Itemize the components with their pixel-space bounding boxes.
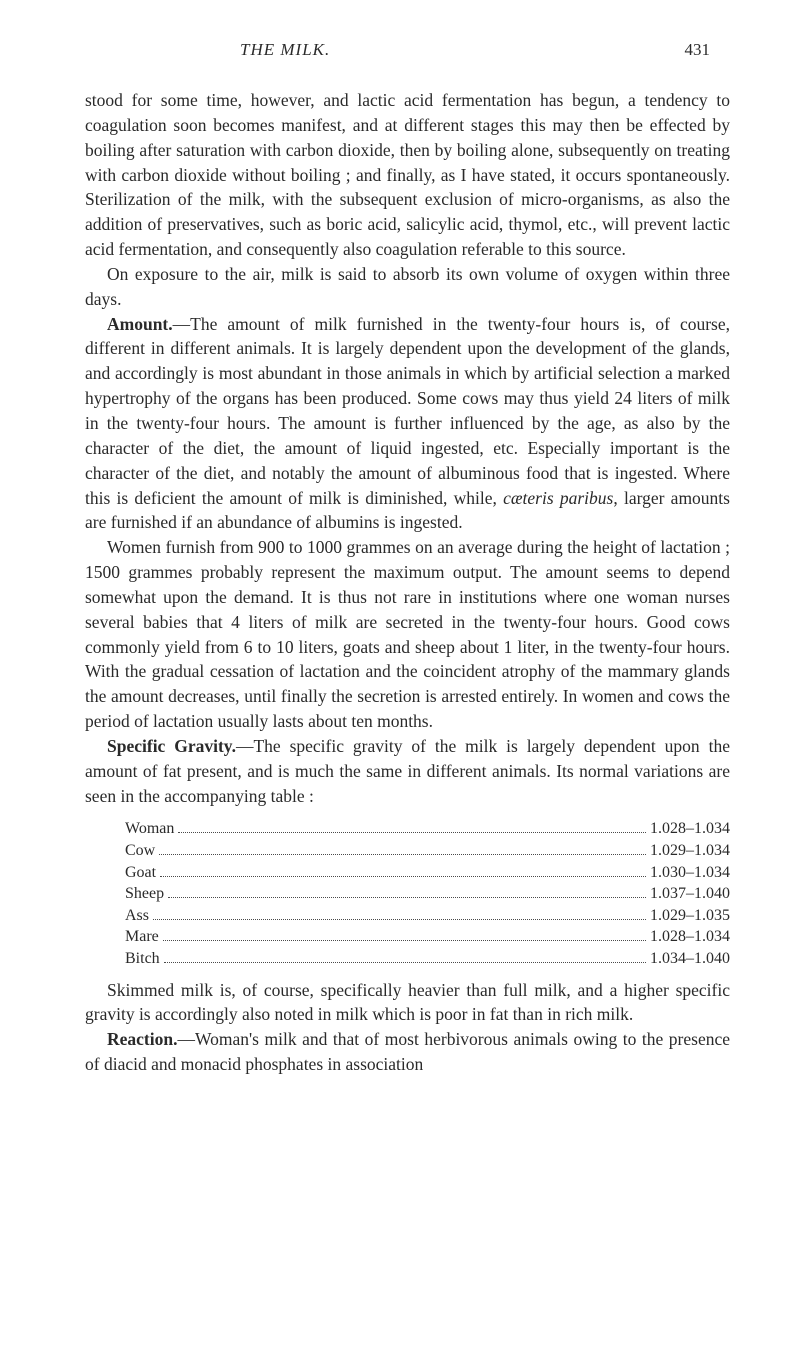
table-label: Goat xyxy=(125,862,156,884)
paragraph-2: On exposure to the air, milk is said to … xyxy=(85,262,730,312)
paragraph-1: stood for some time, however, and lactic… xyxy=(85,88,730,262)
table-value: 1.029–1.034 xyxy=(650,840,730,862)
running-title: THE MILK. xyxy=(240,40,330,60)
table-row: Goat 1.030–1.034 xyxy=(125,862,730,884)
table-value: 1.037–1.040 xyxy=(650,883,730,905)
table-label: Woman xyxy=(125,818,174,840)
body-text: stood for some time, however, and lactic… xyxy=(85,88,730,1077)
paragraph-3-text: —The amount of milk furnished in the twe… xyxy=(85,314,730,508)
table-value: 1.028–1.034 xyxy=(650,926,730,948)
table-label: Bitch xyxy=(125,948,160,970)
reaction-heading: Reaction. xyxy=(107,1029,177,1049)
table-row: Mare 1.028–1.034 xyxy=(125,926,730,948)
table-label: Mare xyxy=(125,926,159,948)
paragraph-5: Specific Gravity.—The specific gravity o… xyxy=(85,734,730,809)
table-dots xyxy=(160,876,646,877)
table-value: 1.030–1.034 xyxy=(650,862,730,884)
table-value: 1.028–1.034 xyxy=(650,818,730,840)
paragraph-7: Reaction.—Woman's milk and that of most … xyxy=(85,1027,730,1077)
table-dots xyxy=(178,832,646,833)
table-dots xyxy=(159,854,646,855)
table-row: Ass 1.029–1.035 xyxy=(125,905,730,927)
table-label: Sheep xyxy=(125,883,164,905)
specific-gravity-heading: Specific Gravity. xyxy=(107,736,236,756)
amount-heading: Amount. xyxy=(107,314,173,334)
table-row: Bitch 1.034–1.040 xyxy=(125,948,730,970)
page-header: THE MILK. 431 xyxy=(85,40,730,60)
table-dots xyxy=(168,897,646,898)
table-dots xyxy=(153,919,646,920)
table-row: Woman 1.028–1.034 xyxy=(125,818,730,840)
table-value: 1.029–1.035 xyxy=(650,905,730,927)
paragraph-4: Women furnish from 900 to 1000 grammes o… xyxy=(85,535,730,734)
paragraph-7-text: —Woman's milk and that of most herbivoro… xyxy=(85,1029,730,1074)
table-row: Sheep 1.037–1.040 xyxy=(125,883,730,905)
table-label: Cow xyxy=(125,840,155,862)
paragraph-3: Amount.—The amount of milk furnished in … xyxy=(85,312,730,536)
page-number: 431 xyxy=(685,40,711,60)
gravity-table: Woman 1.028–1.034 Cow 1.029–1.034 Goat 1… xyxy=(125,818,730,969)
table-dots xyxy=(164,962,646,963)
caeteris-paribus: cæteris paribus xyxy=(503,488,613,508)
table-value: 1.034–1.040 xyxy=(650,948,730,970)
table-row: Cow 1.029–1.034 xyxy=(125,840,730,862)
table-dots xyxy=(163,940,646,941)
table-label: Ass xyxy=(125,905,149,927)
paragraph-6: Skimmed milk is, of course, specifically… xyxy=(85,978,730,1028)
